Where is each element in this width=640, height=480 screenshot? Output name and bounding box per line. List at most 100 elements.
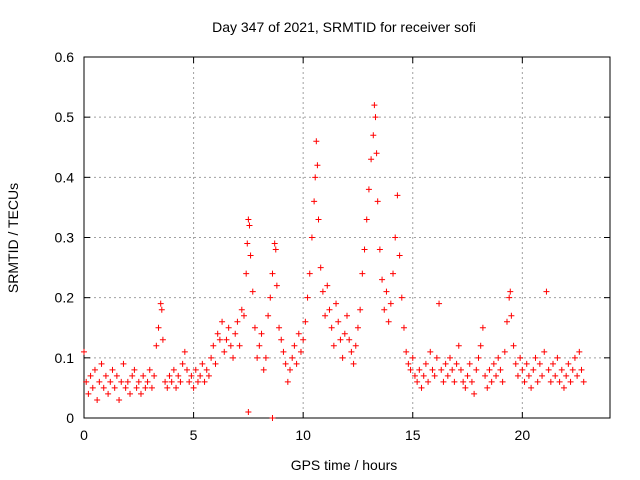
data-point [190,384,197,391]
data-point [210,342,217,349]
data-point [501,348,508,355]
data-point [477,342,484,349]
data-point [328,324,335,331]
data-point [341,330,348,337]
data-point [503,318,510,325]
data-point [457,366,464,373]
data-point [244,240,251,247]
data-point [289,354,296,361]
data-point [142,384,149,391]
data-point [168,378,175,385]
data-point [444,372,451,379]
data-point [122,384,129,391]
data-point [280,348,287,355]
data-point [354,324,361,331]
data-point [376,246,383,253]
data-point [120,360,127,367]
data-point [569,366,576,373]
data-point [322,312,329,319]
data-point [453,360,460,367]
data-point [109,366,116,373]
data-point [243,270,250,277]
data-point [246,222,253,229]
data-point [425,378,432,385]
data-point [208,354,215,361]
data-point [506,294,513,301]
data-point [184,366,191,373]
data-point [451,378,458,385]
data-point [251,324,258,331]
data-point [495,354,502,361]
data-point [188,372,195,379]
data-point [258,330,265,337]
data-point [216,336,223,343]
data-point [273,282,280,289]
data-point [385,318,392,325]
data-point [400,324,407,331]
data-point [486,366,493,373]
data-point [550,360,557,367]
data-point [282,360,289,367]
data-point [418,384,425,391]
data-point [346,336,353,343]
data-point [488,378,495,385]
data-point [339,354,346,361]
data-point [508,312,515,319]
data-point [179,360,186,367]
data-point [186,378,193,385]
data-point [532,354,539,361]
data-point [466,360,473,367]
data-point [272,246,279,253]
data-point [330,342,337,349]
data-point [519,366,526,373]
data-point [155,324,162,331]
data-point [319,288,326,295]
data-point [482,372,489,379]
y-axis-label: SRMTID / TECUs [5,183,21,293]
data-point [269,270,276,277]
data-point [539,372,546,379]
data-point [552,372,559,379]
data-point [203,366,210,373]
data-point [493,372,500,379]
data-point [359,270,366,277]
data-point [267,294,274,301]
data-point [333,300,340,307]
x-tick-label: 20 [515,427,531,443]
data-point [249,288,256,295]
data-point [422,360,429,367]
data-point [300,336,307,343]
data-point [254,354,261,361]
data-point [565,360,572,367]
data-point [219,318,226,325]
data-point [271,240,278,247]
data-point [326,306,333,313]
data-point [94,396,101,403]
data-point [144,378,151,385]
data-point [563,372,570,379]
data-point [324,282,331,289]
data-point [363,216,370,223]
data-point [315,216,322,223]
data-point [181,348,188,355]
data-point [227,342,234,349]
data-point [302,318,309,325]
data-point [475,354,482,361]
data-point [312,174,319,181]
data-point [89,384,96,391]
data-point [230,354,237,361]
data-point [411,372,418,379]
data-point [416,366,423,373]
data-point [151,372,158,379]
data-point [284,378,291,385]
data-point [311,198,318,205]
data-point [433,354,440,361]
data-point [269,415,276,421]
data-point [371,102,378,109]
data-point [140,372,147,379]
data-point [107,378,114,385]
data-point [558,366,565,373]
data-point [442,360,449,367]
x-tick-label: 15 [405,427,421,443]
data-point [287,366,294,373]
